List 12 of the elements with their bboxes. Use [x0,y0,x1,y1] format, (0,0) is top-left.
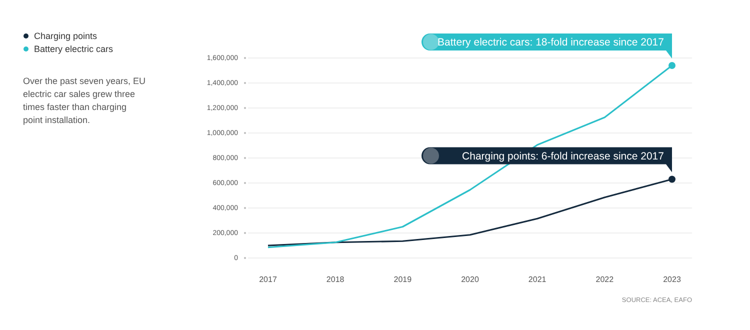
x-tick-label: 2022 [596,275,614,284]
x-tick-label: 2023 [663,275,682,284]
x-tick-label: 2021 [528,275,547,284]
x-tick-label: 2019 [394,275,412,284]
x-tick-label: 2017 [259,275,278,284]
legend-label: Charging points [34,31,98,42]
x-tick-label: 2020 [461,275,480,284]
annotation: Charging points: 6-fold increase since 2017 [462,150,664,162]
x-tick-label: 2018 [326,275,345,284]
text: Over the past seven years, EU electric car sales grew three times faster than charging point installation. [23,76,146,125]
legend-label: Battery electric cars [34,44,114,54]
annotation: Battery electric cars: 18-fold increase since 2017 [438,36,664,49]
